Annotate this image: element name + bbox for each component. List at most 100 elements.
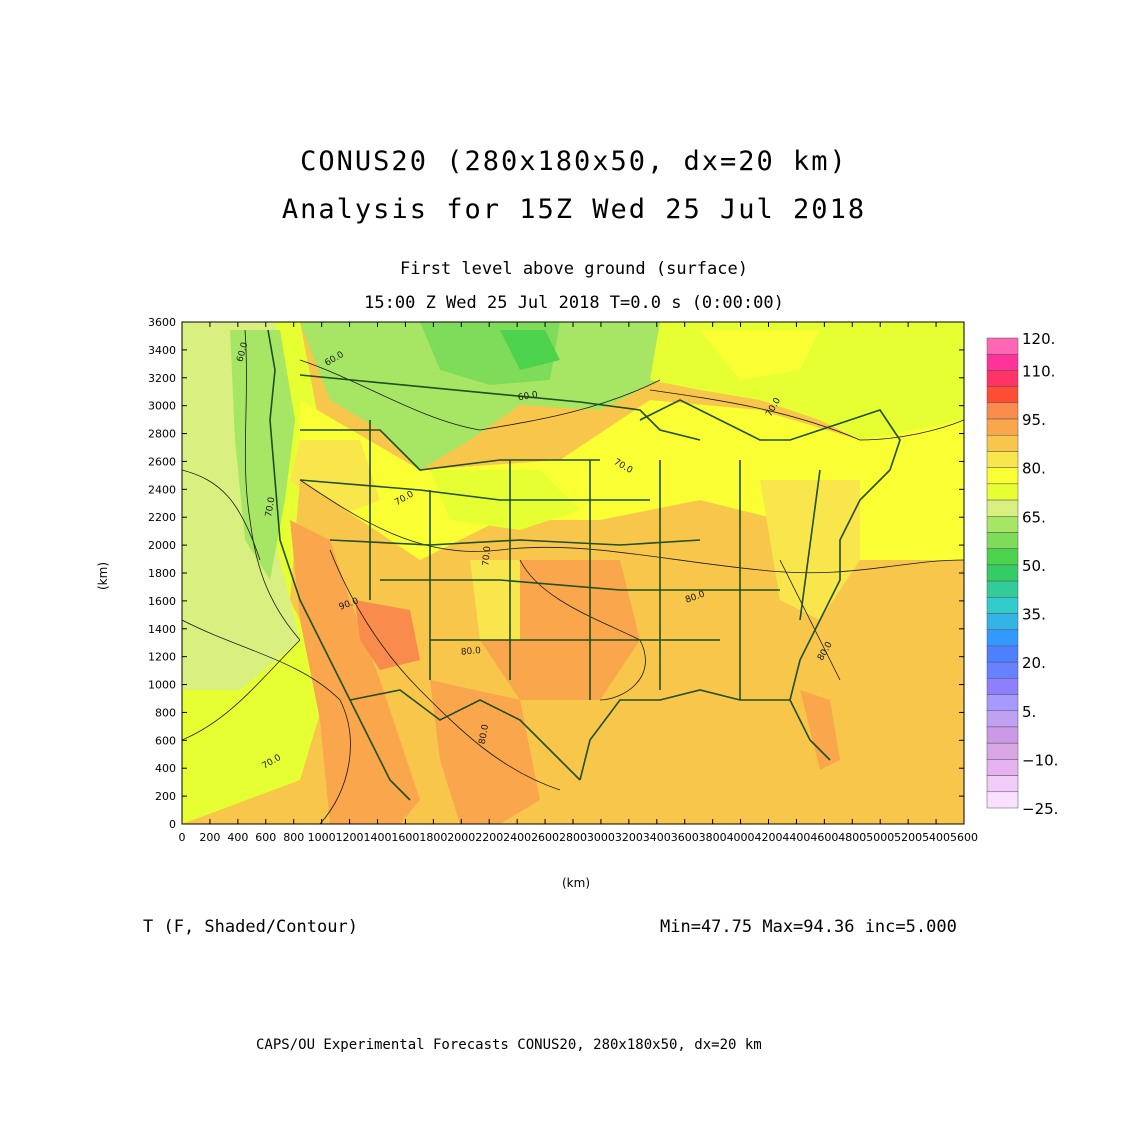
y-tick-label: 1000 (148, 679, 176, 692)
y-tick-label: 1800 (148, 567, 176, 580)
colorbar-swatch (986, 629, 1019, 647)
contour-label: 70.0 (264, 496, 277, 518)
x-tick-label: 2800 (559, 831, 587, 844)
colorbar-label: −10. (1022, 751, 1058, 769)
x-tick-label: 3000 (587, 831, 615, 844)
y-tick-label: 800 (155, 706, 176, 719)
field-label: T (F, Shaded/Contour) (143, 917, 358, 937)
colorbar-swatch (986, 661, 1019, 679)
y-tick-label: 3600 (148, 316, 176, 329)
colorbar-swatch (986, 742, 1019, 760)
colorbar: 120. 110. 95. 80. 65. 50. 35. 20. 5. −10. −25. (986, 330, 1058, 818)
colorbar-swatch (986, 678, 1019, 695)
y-tick-label: 3200 (148, 372, 176, 385)
colorbar-swatch (986, 694, 1019, 712)
colorbar-swatch (986, 726, 1019, 744)
colorbar-swatch (986, 467, 1019, 485)
colorbar-swatch (986, 451, 1019, 468)
geographic-boundaries (267, 329, 901, 801)
colorbar-label: 120. (1022, 330, 1055, 348)
valid-time-line: 15:00 Z Wed 25 Jul 2018 T=0.0 s (0:00:00… (364, 293, 784, 313)
colorbar-swatch (986, 483, 1019, 501)
colorbar-label: 65. (1022, 508, 1046, 526)
colorbar-label: 80. (1022, 460, 1046, 478)
y-tick-label: 1600 (148, 595, 176, 608)
colorbar-label: 110. (1022, 362, 1055, 380)
colorbar-swatch (986, 645, 1019, 663)
contour-label: 70.0 (481, 545, 493, 566)
y-tick-label: 2600 (148, 455, 176, 468)
colorbar-swatch (986, 353, 1019, 371)
x-tick-label: 5400 (922, 831, 950, 844)
x-tick-label: 3400 (643, 831, 671, 844)
x-tick-label: 4600 (810, 831, 838, 844)
colorbar-swatch (986, 370, 1019, 387)
x-tick-label: 2000 (447, 831, 475, 844)
x-tick-label: 4800 (838, 831, 866, 844)
y-tick-label: 400 (155, 762, 176, 775)
analysis-time-title: Analysis for 15Z Wed 25 Jul 2018 (281, 194, 867, 225)
x-tick-label: 5200 (894, 831, 922, 844)
colorbar-swatch (986, 564, 1019, 582)
x-tick-label: 4000 (727, 831, 755, 844)
y-tick-label: 2200 (148, 511, 176, 524)
colorbar-swatch (986, 548, 1019, 566)
y-tick-label: 1400 (148, 623, 176, 636)
y-tick-label: 600 (155, 734, 176, 747)
x-tick-label: 1000 (308, 831, 336, 844)
colorbar-swatch (986, 402, 1019, 420)
x-tick-label: 5000 (866, 831, 894, 844)
level-subtitle: First level above ground (surface) (400, 259, 748, 279)
credit-line: CAPS/OU Experimental Forecasts CONUS20, … (256, 1037, 762, 1053)
colorbar-swatch (986, 499, 1019, 517)
contour-label: 60.0 (517, 390, 539, 403)
x-tick-label: 800 (283, 831, 304, 844)
x-tick-label: 3200 (615, 831, 643, 844)
x-tick-label: 2400 (503, 831, 531, 844)
y-tick-label: 2800 (148, 428, 176, 441)
colorbar-swatch (986, 516, 1019, 533)
x-tick-label: 3800 (699, 831, 727, 844)
colorbar-label: 20. (1022, 654, 1046, 672)
x-tick-label: 2200 (475, 831, 503, 844)
colorbar-swatch (986, 710, 1019, 728)
colorbar-swatch (986, 580, 1019, 598)
x-tick-label: 3600 (671, 831, 699, 844)
colorbar-swatch (986, 759, 1019, 776)
colorbar-label: 35. (1022, 606, 1046, 624)
y-tick-label: 1200 (148, 651, 176, 664)
colorbar-label: 50. (1022, 557, 1046, 575)
y-tick-label: 200 (155, 790, 176, 803)
x-tick-label: 200 (199, 831, 220, 844)
x-tick-label: 1800 (419, 831, 447, 844)
x-tick-label: 1600 (391, 831, 419, 844)
colorbar-swatch (986, 613, 1019, 630)
y-tick-label: 3400 (148, 344, 176, 357)
x-tick-label: 600 (255, 831, 276, 844)
shaded-field (182, 322, 964, 824)
x-tick-label: 4400 (782, 831, 810, 844)
x-tick-label: 1200 (336, 831, 364, 844)
contour-lines (182, 329, 964, 824)
axis-ticks: 0 200 400 600 800 1000 1200 1400 1600 1800 2000 220… (148, 316, 978, 844)
x-tick-label: 5600 (950, 831, 978, 844)
colorbar-label: 5. (1022, 703, 1036, 721)
colorbar-swatch (986, 597, 1019, 614)
colorbar-swatch (986, 532, 1019, 549)
field-stats: Min=47.75 Max=94.36 inc=5.000 (660, 917, 957, 937)
x-tick-label: 400 (227, 831, 248, 844)
colorbar-swatch (986, 434, 1019, 452)
contour-label: 80.0 (478, 723, 491, 745)
colorbar-swatch (986, 418, 1019, 436)
y-tick-label: 2400 (148, 483, 176, 496)
x-tick-label: 1400 (364, 831, 392, 844)
contour-label: 80.0 (460, 646, 481, 658)
colorbar-label: −25. (1022, 800, 1058, 818)
x-tick-label: 4200 (755, 831, 783, 844)
colorbar-swatch (986, 337, 1019, 355)
y-axis-label: (km) (96, 561, 110, 590)
x-tick-label: 2600 (531, 831, 559, 844)
y-tick-label: 2000 (148, 539, 176, 552)
x-axis-label: (km) (562, 876, 591, 890)
colorbar-swatch (986, 791, 1019, 809)
